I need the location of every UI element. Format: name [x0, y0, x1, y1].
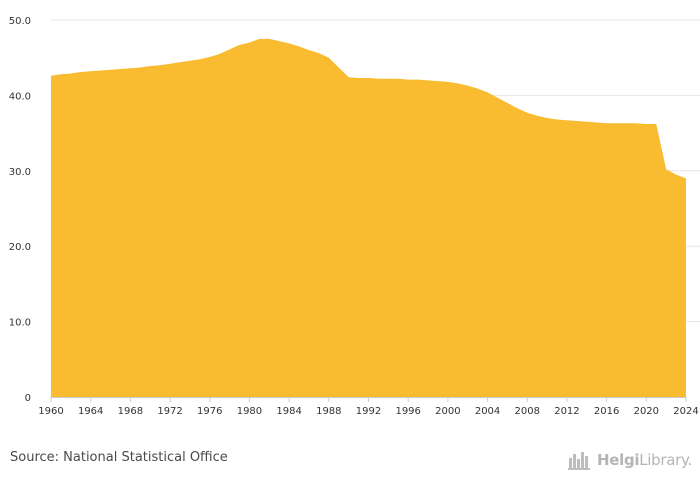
x-tick-label: 1968 — [118, 406, 143, 417]
y-tick-label: 0 — [25, 393, 31, 404]
area-chart: 010.020.030.040.050.0 1960 1964 1968 1972 19… — [9, 16, 700, 417]
x-tick-label: 2012 — [554, 406, 579, 417]
x-tick-label: 2016 — [594, 406, 619, 417]
y-tick-label: 40.0 — [9, 91, 31, 102]
y-tick-label: 50.0 — [9, 16, 31, 27]
source-note: Source: National Statistical Office — [10, 450, 228, 465]
x-tick-label: 2020 — [634, 406, 659, 417]
x-tick-label: 1988 — [316, 406, 341, 417]
x-tick-label: 2024 — [673, 406, 698, 417]
x-tick-label: 1960 — [38, 406, 63, 417]
y-tick-label: 10.0 — [9, 318, 31, 329]
x-tick-label: 1992 — [356, 406, 381, 417]
x-tick-label: 1976 — [197, 406, 222, 417]
x-tick-label: 2000 — [435, 406, 460, 417]
x-tick-label: 1980 — [237, 406, 262, 417]
y-tick-label: 30.0 — [9, 167, 31, 178]
x-tick-label: 1964 — [78, 406, 103, 417]
x-tick-label: 1972 — [157, 406, 182, 417]
helgi-library-logo[interactable]: HelgiLibrary. — [568, 449, 692, 471]
library-icon — [568, 452, 590, 470]
x-axis-ticks: 1960 1964 1968 1972 1976 1980 1984 1988 1992 1996… — [38, 397, 699, 417]
x-tick-label: 1984 — [276, 406, 301, 417]
brand-name-bold: Helgi — [597, 451, 640, 469]
area-series — [51, 38, 686, 397]
y-tick-label: 20.0 — [9, 242, 31, 253]
x-tick-label: 1996 — [395, 406, 420, 417]
y-axis-ticks: 0 10.0 20.0 30.0 40.0 50.0 — [9, 16, 31, 404]
brand-name-light: Library. — [639, 451, 692, 469]
x-tick-label: 2004 — [475, 406, 500, 417]
x-tick-label: 2008 — [515, 406, 540, 417]
